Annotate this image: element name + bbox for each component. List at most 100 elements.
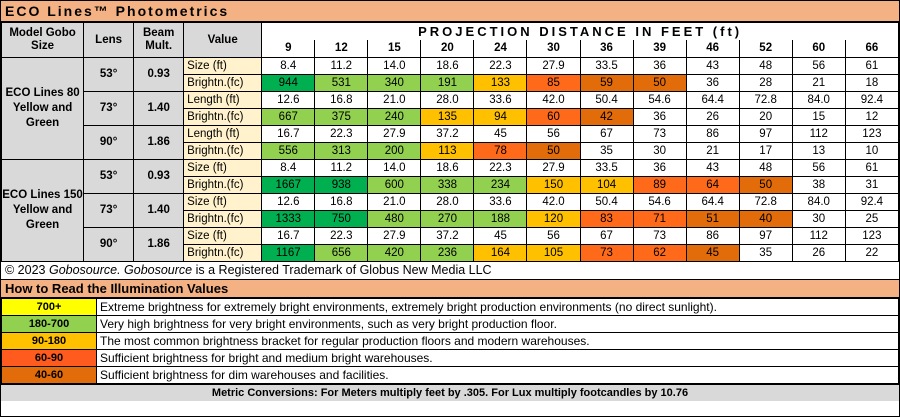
size-value: 72.8 [738,91,793,109]
brightness-value: 50 [632,74,687,92]
brightness-value: 25 [844,210,900,228]
size-value: 27.9 [367,227,422,245]
legend-swatch: 180-700 [1,315,97,333]
model-header: Model Gobo Size [0,22,85,58]
brightness-value: 188 [473,210,528,228]
brightness-value: 83 [579,210,634,228]
size-value: 56 [791,57,846,75]
brightness-value: 73 [579,244,634,262]
copyright-rest: is a Registered Trademark of Globus New … [192,263,492,277]
size-value: 54.6 [632,193,687,211]
photometrics-table: Model Gobo Size Lens Beam Mult. Value PR… [0,22,900,262]
size-value: 92.4 [844,193,900,211]
brightness-value: 420 [367,244,422,262]
legend-description: Extreme brightness for extremely bright … [96,298,899,316]
size-value: 84.0 [791,91,846,109]
brightness-value: 104 [579,176,634,194]
brightness-value: 45 [685,244,740,262]
size-value: 61 [844,57,900,75]
brightness-value: 105 [526,244,581,262]
legend-swatch: 60-90 [1,349,97,367]
brightness-value: 150 [526,176,581,194]
size-value: 8.4 [261,159,316,177]
brightness-value: 26 [685,108,740,126]
brightness-value: 51 [685,210,740,228]
brightness-value: 120 [526,210,581,228]
size-value: 64.4 [685,193,740,211]
brightness-value: 313 [314,142,369,160]
size-value: 18.6 [420,57,475,75]
beam-header: Beam Mult. [133,22,185,58]
brightness-value: 1167 [261,244,316,262]
size-value: 28.0 [420,91,475,109]
brightness-value: 35 [579,142,634,160]
size-value: 86 [685,125,740,143]
brightness-label: Brightn.(fc) [183,210,263,228]
brightness-value: 60 [526,108,581,126]
size-value: 16.7 [261,227,316,245]
brightness-value: 42 [579,108,634,126]
brightness-label: Brightn.(fc) [183,244,263,262]
size-value: 27.9 [526,57,581,75]
size-value: 14.0 [367,159,422,177]
copyright: © 2023 Gobosource. Gobosource is a Regis… [1,262,899,280]
beam-multiplier: 0.93 [133,159,185,194]
size-label: Size (ft) [183,57,263,75]
beam-multiplier: 1.40 [133,193,185,228]
size-value: 50.4 [579,193,634,211]
size-value: 27.9 [367,125,422,143]
brightness-value: 191 [420,74,475,92]
legend-description: Very high brightness for very bright env… [96,315,899,333]
brightness-value: 15 [791,108,846,126]
size-value: 43 [685,57,740,75]
size-value: 16.8 [314,91,369,109]
copyright-prefix: © 2023 [5,263,49,277]
size-value: 16.7 [261,125,316,143]
brightness-value: 113 [420,142,475,160]
legend-swatch: 700+ [1,298,97,316]
size-value: 16.8 [314,193,369,211]
brightness-value: 938 [314,176,369,194]
brightness-value: 236 [420,244,475,262]
brightness-value: 28 [738,74,793,92]
brightness-value: 1333 [261,210,316,228]
brightness-value: 600 [367,176,422,194]
brightness-value: 50 [738,176,793,194]
brightness-value: 62 [632,244,687,262]
brightness-value: 30 [632,142,687,160]
brightness-value: 17 [738,142,793,160]
brightness-value: 240 [367,108,422,126]
brightness-value: 133 [473,74,528,92]
size-value: 11.2 [314,57,369,75]
legend-swatch: 90-180 [1,332,97,350]
size-value: 67 [579,125,634,143]
distance-header: 60 [791,40,846,58]
brightness-value: 20 [738,108,793,126]
page-title: ECO Lines™ Photometrics [1,1,899,22]
brightness-value: 94 [473,108,528,126]
size-value: 37.2 [420,125,475,143]
beam-multiplier: 0.93 [133,57,185,92]
brightness-value: 18 [844,74,900,92]
distance-header: 66 [844,40,900,58]
size-value: 21.0 [367,91,422,109]
legend-row: 90-180 The most common brightness bracket… [1,332,899,350]
brightness-value: 26 [791,244,846,262]
brightness-value: 480 [367,210,422,228]
size-value: 22.3 [314,227,369,245]
brightness-value: 21 [791,74,846,92]
lens-angle: 90° [83,125,135,160]
beam-multiplier: 1.86 [133,227,185,262]
legend-swatch: 40-60 [1,366,97,384]
lens-angle: 53° [83,159,135,194]
legend-table: 700+ Extreme brightness for extremely bri… [1,298,899,384]
size-value: 61 [844,159,900,177]
brightness-value: 270 [420,210,475,228]
size-value: 27.9 [526,159,581,177]
brightness-value: 30 [791,210,846,228]
size-value: 56 [526,227,581,245]
legend-row: 60-90 Sufficient brightness for bright an… [1,349,899,367]
size-label: Size (ft) [183,227,263,245]
brightness-label: Brightn.(fc) [183,142,263,160]
